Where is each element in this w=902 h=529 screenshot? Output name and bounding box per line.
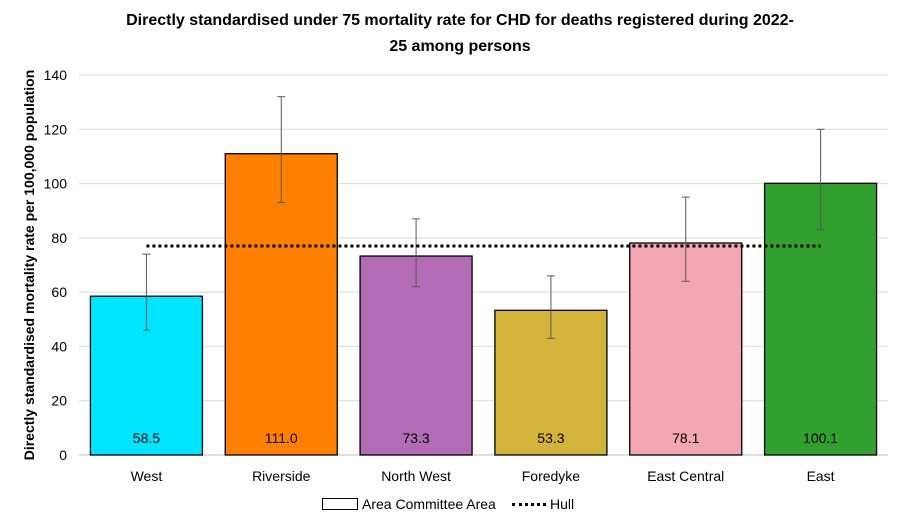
- legend-item-bars: Area Committee Area: [322, 496, 496, 512]
- y-tick-label: 60: [51, 284, 67, 300]
- y-tick-label: 40: [51, 338, 67, 354]
- y-tick-label: 120: [44, 121, 68, 137]
- legend-swatch-bars: [322, 498, 358, 510]
- y-tick-label: 0: [59, 447, 67, 463]
- legend-label-bars: Area Committee Area: [362, 496, 496, 512]
- chart-title-line-1: Directly standardised under 75 mortality…: [126, 12, 794, 29]
- y-tick-label: 100: [44, 176, 68, 192]
- y-tick-label: 80: [51, 230, 67, 246]
- chart-area: 0 20 40 60 80 100 120 140 58.5 West 111.0 Riverside…: [21, 67, 888, 484]
- x-tick-label: East: [807, 468, 835, 484]
- x-tick-label: East Central: [647, 468, 724, 484]
- legend-line-hull: [512, 502, 546, 506]
- legend-label-hull: Hull: [550, 496, 575, 512]
- y-axis-label: Directly standardised mortality rate per…: [21, 70, 37, 461]
- data-label: 111.0: [265, 430, 298, 446]
- x-tick-label: West: [131, 468, 163, 484]
- chart-title: Directly standardised under 75 mortality…: [60, 8, 860, 60]
- bar: [359, 255, 473, 456]
- x-tick-label: North West: [381, 468, 451, 484]
- data-label: 53.3: [537, 430, 564, 446]
- y-tick-label: 140: [44, 67, 68, 83]
- x-tick-label: Foredyke: [522, 468, 581, 484]
- x-tick-label: Riverside: [252, 468, 311, 484]
- y-tick-label: 20: [51, 393, 67, 409]
- chart-title-line-2: 25 among persons: [389, 38, 531, 55]
- data-label: 100.1: [803, 430, 838, 446]
- legend-item-hull: Hull: [512, 496, 574, 512]
- data-label: 78.1: [672, 430, 699, 446]
- legend: Area Committee Area Hull: [0, 496, 902, 518]
- data-label: 58.5: [133, 430, 160, 446]
- data-label: 73.3: [402, 430, 429, 446]
- bar: [224, 153, 338, 456]
